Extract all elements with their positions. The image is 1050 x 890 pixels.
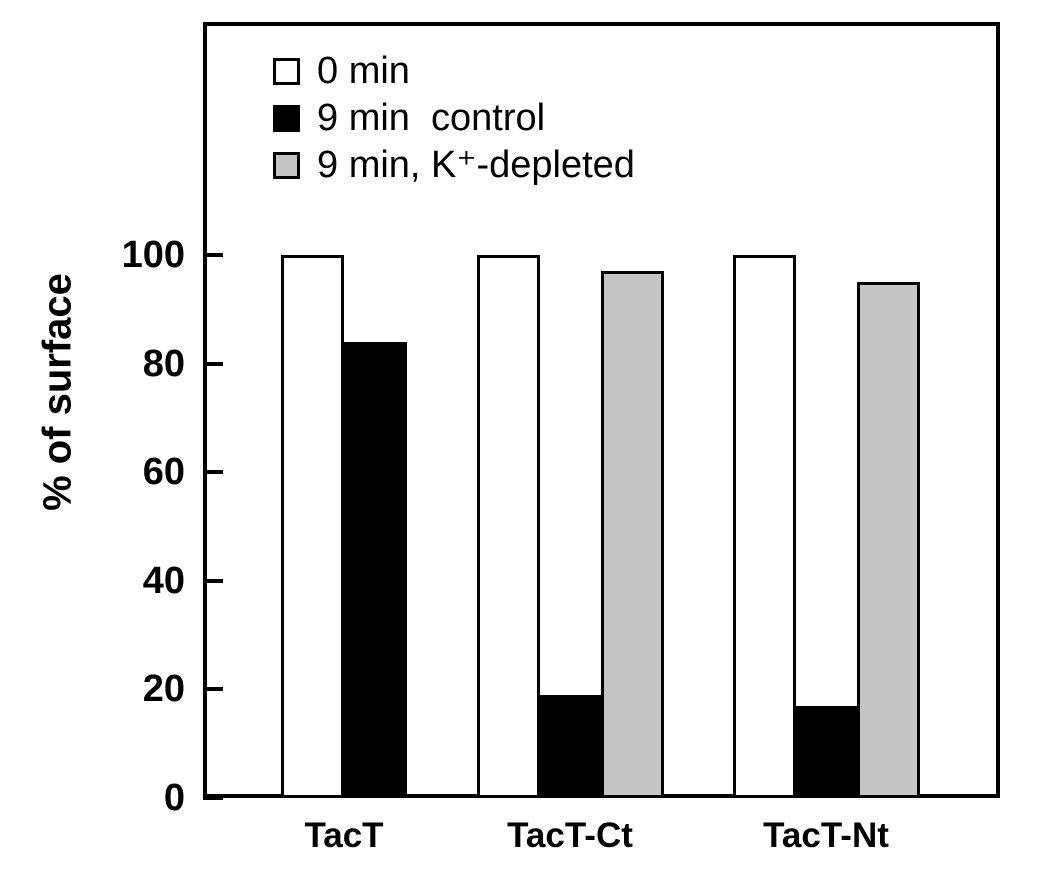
- y-tick-label: 40: [142, 559, 185, 602]
- x-category-label-tact: TacT: [304, 816, 384, 855]
- x-category-label-tact-ct: TacT-Ct: [507, 816, 633, 855]
- bar-9-min-k-depleted-tact-ct: [601, 271, 664, 798]
- bar-9-min-control-tact: [344, 341, 407, 798]
- bar-9-min-k-depleted-tact-nt: [857, 282, 920, 798]
- bar-0-min-tact-nt: [733, 255, 796, 798]
- y-tick: [203, 253, 223, 257]
- legend-item-9-min-control: 9 min control: [273, 99, 635, 137]
- y-tick: [203, 470, 223, 475]
- y-tick: [203, 796, 223, 800]
- y-tick: [203, 687, 223, 692]
- legend-swatch-9-min-k-depleted: [273, 151, 300, 179]
- y-tick: [203, 578, 223, 583]
- legend-label: 9 min control: [317, 97, 546, 139]
- bar-9-min-control-tact-nt: [795, 705, 858, 798]
- bar-0-min-tact: [281, 255, 344, 798]
- legend-label: 0 min: [317, 50, 410, 92]
- legend-swatch-9-min-control: [273, 104, 300, 132]
- legend-label: 9 min, K⁺-depleted: [317, 144, 635, 186]
- legend-swatch-0-min: [273, 57, 300, 85]
- legend: 0 min 9 min control 9 min, K⁺-depleted: [273, 52, 635, 184]
- y-tick-label: 60: [142, 451, 185, 494]
- x-category-label-tact-nt: TacT-Nt: [763, 816, 889, 855]
- y-tick-label: 20: [142, 668, 185, 711]
- y-tick-label: 0: [163, 777, 185, 819]
- y-tick-label: 80: [142, 342, 185, 385]
- legend-item-0-min: 0 min: [273, 52, 635, 90]
- bar-9-min-control-tact-ct: [539, 694, 602, 798]
- y-tick-label: 100: [121, 234, 185, 276]
- legend-item-9-min-k-depleted: 9 min, K⁺-depleted: [273, 146, 635, 184]
- bar-0-min-tact-ct: [477, 255, 540, 798]
- y-tick: [203, 361, 223, 366]
